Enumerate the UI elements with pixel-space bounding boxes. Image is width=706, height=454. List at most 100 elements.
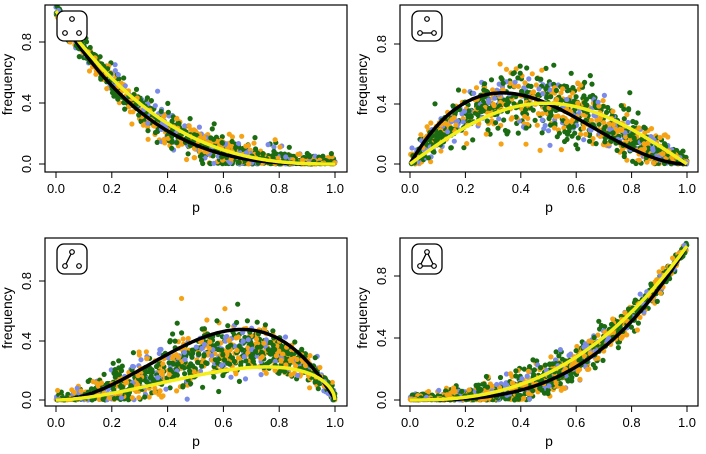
data-point	[167, 385, 173, 391]
data-point	[606, 121, 612, 127]
data-point	[500, 80, 506, 86]
y-tick-label: 0.0	[19, 155, 34, 173]
data-point	[159, 372, 166, 378]
data-point	[78, 388, 84, 394]
data-point	[225, 323, 231, 329]
y-tick-label: 0.8	[19, 272, 34, 290]
data-point	[471, 90, 477, 96]
data-point	[493, 120, 499, 126]
data-point	[196, 124, 202, 130]
data-point	[587, 94, 593, 100]
data-point	[654, 298, 660, 304]
data-point	[263, 370, 269, 376]
data-point	[459, 388, 465, 394]
data-point	[511, 397, 518, 403]
data-point	[481, 381, 487, 387]
data-point	[174, 388, 180, 394]
data-point	[632, 297, 638, 303]
data-point	[448, 125, 454, 131]
data-point	[147, 375, 153, 381]
plot-frame	[44, 237, 348, 407]
data-point	[179, 330, 185, 336]
data-point	[444, 392, 450, 398]
data-point	[234, 347, 240, 354]
data-point	[610, 130, 616, 136]
data-point	[159, 394, 165, 400]
data-point	[106, 395, 112, 401]
data-point	[558, 147, 565, 153]
panel-1: 0.0 0.2 0.4 0.6 0.8 1.0 0.0 0.4 0.8 p frequency	[0, 4, 348, 215]
data-point	[105, 66, 111, 72]
data-point	[461, 145, 467, 151]
data-point	[432, 101, 438, 107]
data-point	[270, 328, 276, 334]
data-point	[220, 372, 226, 379]
data-point	[244, 318, 250, 324]
data-point	[418, 132, 424, 138]
data-point	[155, 375, 161, 381]
data-point	[530, 388, 536, 394]
data-point	[605, 104, 611, 111]
data-point	[539, 130, 545, 136]
data-point	[250, 359, 256, 365]
data-point	[604, 109, 610, 115]
data-point	[570, 85, 576, 91]
data-point	[519, 376, 525, 382]
data-point	[182, 371, 188, 377]
empty-triad-icon	[56, 10, 88, 42]
data-point	[571, 124, 577, 130]
data-point	[527, 364, 533, 370]
data-point	[118, 368, 125, 374]
data-point	[239, 347, 245, 353]
x-tick-label: 0.8	[270, 181, 288, 196]
data-point	[165, 109, 171, 115]
data-point	[619, 127, 625, 133]
data-point	[464, 141, 470, 147]
data-point	[511, 83, 518, 89]
data-point	[118, 395, 124, 401]
data-point	[680, 148, 686, 154]
data-point	[590, 362, 596, 368]
y-axis-title: frequency	[354, 287, 370, 348]
data-point	[648, 126, 655, 132]
data-point	[209, 352, 215, 358]
data-point	[522, 107, 529, 113]
data-point	[463, 130, 469, 136]
data-point	[249, 347, 255, 353]
data-point	[199, 363, 205, 369]
data-point	[161, 136, 167, 142]
data-point	[614, 147, 620, 153]
data-point	[312, 355, 318, 361]
data-point	[220, 352, 226, 358]
data-point	[128, 383, 134, 389]
data-point	[229, 138, 235, 145]
x-tick-label: 0.2	[456, 415, 474, 430]
data-point	[254, 319, 260, 325]
data-point	[507, 371, 514, 377]
data-point	[564, 96, 570, 103]
data-point	[145, 128, 151, 134]
data-point	[175, 361, 181, 367]
data-point	[530, 89, 537, 95]
data-point	[225, 360, 231, 366]
data-point	[155, 88, 161, 94]
data-point	[483, 373, 489, 380]
data-point	[586, 138, 593, 144]
data-point	[166, 372, 172, 378]
data-point	[583, 101, 589, 107]
data-point	[501, 117, 507, 123]
data-point	[252, 135, 258, 141]
data-point	[146, 394, 152, 400]
data-point	[250, 351, 256, 357]
y-tick-label: 0.0	[374, 155, 389, 173]
data-point	[546, 383, 552, 389]
data-point	[161, 113, 167, 120]
data-point	[170, 331, 176, 337]
data-point	[513, 373, 519, 379]
data-point	[130, 363, 136, 370]
data-point	[631, 135, 637, 141]
y-tick-label: 0.8	[19, 33, 34, 51]
data-point	[218, 362, 225, 368]
data-point	[86, 68, 93, 74]
data-point	[670, 255, 676, 261]
